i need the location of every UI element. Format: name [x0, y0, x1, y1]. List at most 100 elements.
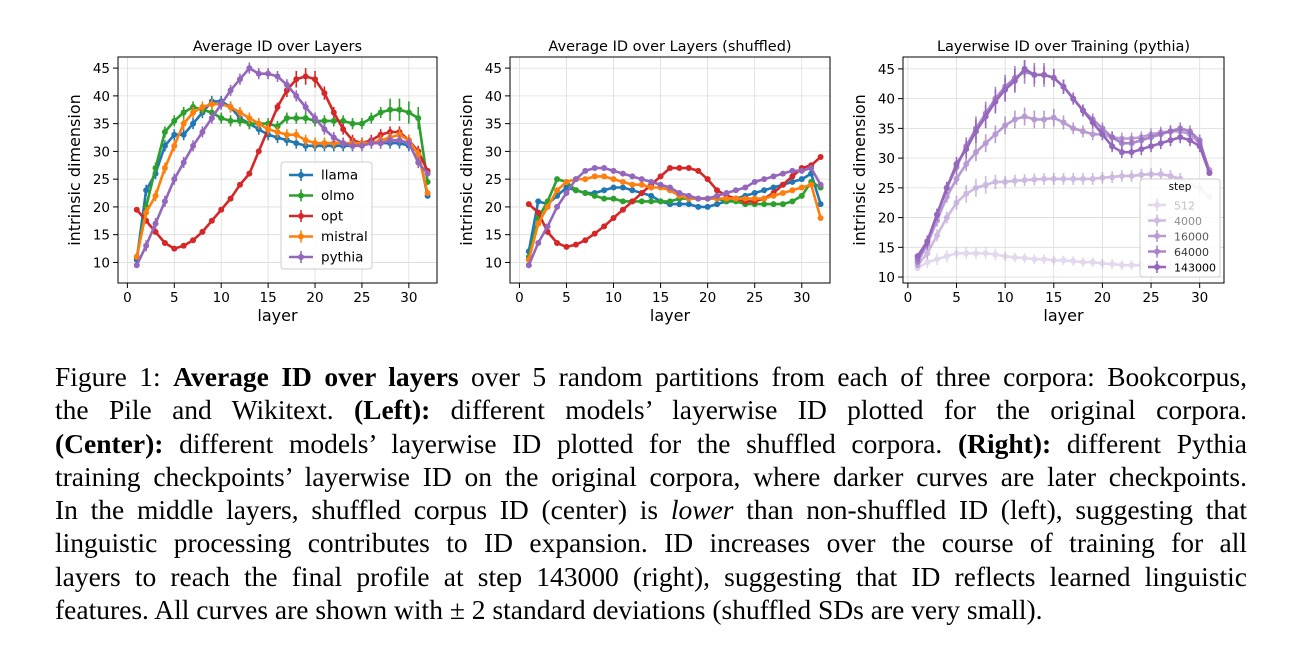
data-point [236, 117, 243, 124]
legend-item-4000: 4000 [1148, 214, 1202, 228]
data-point [924, 238, 931, 245]
data-point [1002, 178, 1009, 185]
data-point [236, 181, 243, 188]
data-point [1089, 119, 1096, 126]
figure-caption: Figure 1: Average ID over layers over 5 … [55, 360, 1247, 626]
data-point [302, 137, 309, 144]
data-point [657, 198, 664, 205]
y-tick-label: 40 [878, 92, 895, 108]
x-tick-label: 15 [260, 290, 277, 306]
data-point [761, 187, 768, 194]
legend: llama olmo opt mistral pythia [280, 161, 373, 270]
data-point [246, 65, 253, 72]
y-tick-label: 25 [93, 172, 110, 188]
data-point [982, 140, 989, 147]
data-point [1021, 255, 1028, 262]
data-point [340, 117, 347, 124]
series-pythia [133, 62, 431, 269]
legend-marker [298, 233, 304, 240]
data-point [1138, 146, 1145, 153]
data-point [525, 262, 532, 269]
data-point [572, 187, 579, 194]
data-point [992, 178, 999, 185]
caption-line-1: Figure 1: Average ID over layers over 5 … [55, 360, 1247, 393]
data-point [1060, 83, 1067, 90]
x-tick-label: 30 [793, 290, 810, 306]
chart-panel-2: 0 5 10 15 20 25 30 10 15 20 25 30 35 40 45 Average ID o… [457, 39, 831, 325]
data-point [274, 128, 281, 135]
data-point [582, 237, 589, 244]
data-point [1109, 260, 1116, 267]
data-point [638, 176, 645, 183]
data-point [236, 76, 243, 83]
data-point [582, 167, 589, 174]
data-point [808, 181, 815, 188]
data-point [161, 240, 168, 247]
caption-right-label: (Right): [957, 427, 1052, 459]
legend-marker [298, 254, 304, 260]
data-point [1099, 174, 1106, 181]
data-point [761, 176, 768, 183]
data-point [704, 176, 711, 183]
y-axis-label: intrinsic dimension [457, 94, 476, 246]
data-point [1109, 174, 1116, 181]
x-tick-label: 0 [515, 290, 524, 306]
y-tick-label: 40 [93, 89, 110, 105]
y-tick-label: 20 [878, 211, 895, 227]
data-point [808, 165, 815, 172]
data-point [591, 230, 598, 237]
caption-text: training checkpoints’ layerwise ID on th… [55, 460, 1247, 492]
axes-frame [902, 56, 1225, 284]
legend-title: step [1169, 181, 1192, 193]
legend-marker [1154, 233, 1160, 239]
data-point [610, 176, 617, 183]
data-point [1206, 169, 1213, 176]
data-point [714, 187, 721, 194]
data-point [405, 109, 412, 116]
data-point [695, 167, 702, 174]
data-point [554, 240, 561, 247]
series-pythia [525, 165, 824, 269]
x-axis-label: layer [1043, 306, 1084, 325]
legend-item-16000: 16000 [1148, 230, 1209, 244]
data-point [161, 165, 168, 172]
data-point [302, 115, 309, 122]
caption-text: different models’ layerwise ID plotted f… [163, 427, 958, 459]
y-tick-label: 15 [485, 228, 502, 244]
data-point [761, 195, 768, 202]
data-point [982, 113, 989, 120]
data-point [312, 140, 319, 147]
x-tick-label: 0 [123, 290, 132, 306]
data-point [601, 173, 608, 180]
y-tick-label: 30 [93, 144, 110, 160]
data-point [312, 115, 319, 122]
data-point [992, 251, 999, 258]
x-tick-label: 5 [952, 290, 961, 306]
caption-bold-title: Average ID over layers [173, 361, 459, 392]
data-point [779, 190, 786, 197]
data-point [1079, 259, 1086, 266]
data-point [789, 198, 796, 205]
caption-line-4: training checkpoints’ layerwise ID on th… [55, 460, 1247, 493]
data-point [265, 126, 272, 133]
data-point [638, 181, 645, 188]
y-axis-label: intrinsic dimension [850, 94, 869, 246]
y-tick-label: 10 [878, 270, 895, 286]
x-tick-label: 30 [1191, 290, 1208, 306]
data-point [1002, 86, 1009, 93]
data-point [934, 232, 941, 239]
x-tick-label: 5 [170, 290, 179, 306]
data-point [789, 178, 796, 185]
data-point [1089, 175, 1096, 182]
data-point [143, 209, 150, 216]
data-point [714, 192, 721, 199]
y-tick-label: 15 [93, 228, 110, 244]
data-point [563, 243, 570, 250]
caption-left-label: (Left): [353, 394, 431, 426]
data-point [732, 187, 739, 194]
data-point [171, 245, 178, 252]
data-point [199, 228, 206, 235]
data-point [648, 192, 655, 199]
data-point [535, 240, 542, 247]
x-tick-label: 0 [904, 290, 913, 306]
